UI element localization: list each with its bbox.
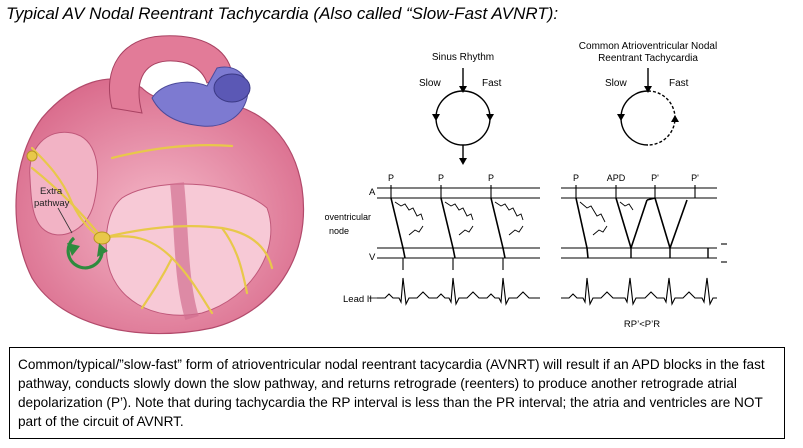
av-node-diagram: Sinus Rhythm Common Atrioventricular Nod… — [325, 30, 803, 340]
sa-node — [27, 151, 37, 161]
avnrt-p-label: P — [573, 173, 579, 183]
heart-illustration: Extra pathway — [2, 28, 322, 346]
extra-pathway-label-1: Extra — [40, 186, 63, 197]
sinus-p-label-3: P — [488, 173, 494, 183]
row-v-label: V — [369, 252, 376, 263]
extra-pathway-label-2: pathway — [34, 198, 70, 209]
caption-box: Common/typical/”slow-fast” form of atrio… — [9, 347, 785, 439]
sinus-ladder — [377, 185, 540, 270]
avnrt-circuit — [621, 68, 675, 145]
sinus-p-label-1: P — [388, 173, 394, 183]
row-av-label-1: Atrioventricular — [325, 212, 371, 222]
lead-ii-label: Lead II — [343, 294, 372, 305]
avnrt-title-line1: Common Atrioventricular Nodal — [579, 41, 717, 52]
lead-ii-traces — [369, 278, 717, 304]
avnrt-ladder — [561, 185, 727, 262]
figure-title: Typical AV Nodal Reentrant Tachycardia (… — [6, 4, 558, 24]
p-prime-label-1: P' — [651, 173, 659, 183]
row-a-label: A — [369, 187, 376, 198]
avnrt-fast-label: Fast — [669, 78, 689, 89]
av-node — [94, 232, 110, 244]
sinus-p-label-2: P — [438, 173, 444, 183]
sinus-slow-label: Slow — [419, 78, 441, 89]
sinus-fast-label: Fast — [482, 78, 502, 89]
avnrt-slow-label: Slow — [605, 78, 627, 89]
p-prime-label-2: P' — [691, 173, 699, 183]
row-av-label-2: node — [329, 226, 349, 236]
rp-pr-label: RP’<P’R — [624, 319, 660, 330]
sinus-rhythm-title: Sinus Rhythm — [432, 52, 494, 63]
apd-label: APD — [607, 173, 626, 183]
avnrt-title-line2: Reentrant Tachycardia — [598, 53, 698, 64]
